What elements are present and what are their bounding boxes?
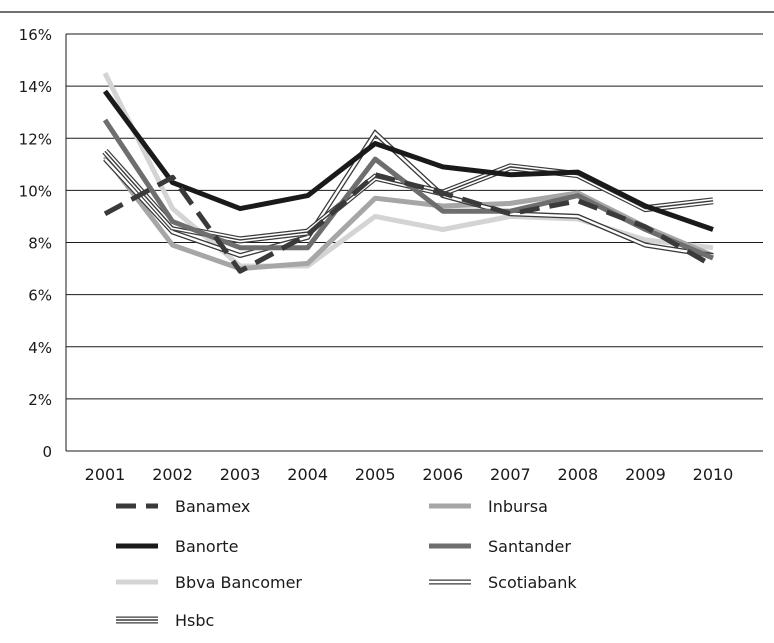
series-banorte-point-2004 bbox=[306, 194, 308, 196]
series-hsbc-point-2010 bbox=[712, 200, 714, 202]
series-banamex-point-2008 bbox=[577, 200, 579, 202]
series-scotiabank-point-2008 bbox=[577, 215, 579, 217]
y-tick-label: 12% bbox=[19, 130, 52, 148]
series-banamex-point-2009 bbox=[644, 226, 646, 228]
series-hsbc-point-2002 bbox=[171, 226, 173, 228]
series-scotiabank-line bbox=[103, 129, 714, 259]
series-banamex-point-2002 bbox=[171, 176, 173, 178]
series-banorte-point-2007 bbox=[509, 174, 511, 176]
series-banamex-point-2001 bbox=[104, 213, 106, 215]
series-layer bbox=[102, 71, 715, 274]
x-tick-label: 2008 bbox=[558, 465, 599, 484]
legend-item-scotiabank: Scotiabank bbox=[429, 573, 577, 592]
series-banamex-point-2006 bbox=[442, 192, 444, 194]
series-scotiabank-point-2004 bbox=[306, 236, 308, 238]
legend-item-banorte-label: Banorte bbox=[175, 537, 238, 556]
x-tick-label: 2001 bbox=[85, 465, 126, 484]
series-santander-point-2008 bbox=[577, 194, 579, 196]
y-tick-label: 14% bbox=[19, 78, 52, 96]
series-banamex-point-2004 bbox=[306, 233, 308, 235]
series-bbva-bancomer-point-2001 bbox=[104, 72, 106, 74]
y-tick-label: 4% bbox=[28, 339, 52, 357]
series-banorte-point-2005 bbox=[374, 142, 376, 144]
series-banamex-point-2005 bbox=[374, 174, 376, 176]
x-tick-label: 2009 bbox=[625, 465, 666, 484]
series-banamex-line-stroke bbox=[103, 172, 715, 274]
y-tick-label: 16% bbox=[19, 26, 52, 44]
legend-item-banorte: Banorte bbox=[116, 537, 238, 556]
series-banamex-point-2010 bbox=[712, 265, 714, 267]
series-banorte-point-2001 bbox=[104, 90, 106, 92]
x-tick-label: 2002 bbox=[152, 465, 193, 484]
series-banorte-point-2006 bbox=[442, 166, 444, 168]
x-tick-label: 2007 bbox=[490, 465, 531, 484]
series-bbva-bancomer-point-2010 bbox=[712, 247, 714, 249]
y-tick-label: 0 bbox=[42, 443, 52, 461]
legend-item-inbursa-label: Inbursa bbox=[488, 497, 548, 516]
legend-item-banamex: Banamex bbox=[116, 497, 250, 516]
series-bbva-bancomer-point-2005 bbox=[374, 215, 376, 217]
x-tick-label: 2006 bbox=[422, 465, 463, 484]
series-bbva-bancomer-point-2009 bbox=[644, 239, 646, 241]
series-inbursa-point-2002 bbox=[171, 244, 173, 246]
legend-item-banamex-label: Banamex bbox=[175, 497, 250, 516]
series-banamex-point-2007 bbox=[509, 213, 511, 215]
legend-item-inbursa: Inbursa bbox=[429, 497, 548, 516]
series-santander-point-2003 bbox=[239, 247, 241, 249]
series-scotiabank-point-2002 bbox=[171, 231, 173, 233]
axis-layer: 0 2% 4% 6% 8% 10% 12% 14% 16% 2001 2002 2003 2004 200… bbox=[19, 26, 734, 484]
series-banorte-line-stroke bbox=[102, 89, 714, 232]
series-bbva-bancomer-point-2006 bbox=[442, 228, 444, 230]
series-banorte-point-2002 bbox=[171, 181, 173, 183]
series-inbursa-point-2004 bbox=[306, 262, 308, 264]
series-inbursa-point-2007 bbox=[509, 202, 511, 204]
series-scotiabank-line-inner bbox=[104, 131, 714, 257]
series-santander-point-2005 bbox=[374, 158, 376, 160]
legend-item-scotiabank-label: Scotiabank bbox=[488, 573, 577, 592]
series-hsbc-point-2003 bbox=[239, 239, 241, 241]
series-banorte-point-2009 bbox=[644, 205, 646, 207]
series-santander-point-2004 bbox=[306, 247, 308, 249]
series-hsbc-point-2007 bbox=[509, 166, 511, 168]
legend-item-santander: Santander bbox=[429, 537, 571, 556]
legend-item-hsbc-label: Hsbc bbox=[175, 611, 214, 630]
series-hsbc-point-2001 bbox=[104, 150, 106, 152]
series-banorte-point-2003 bbox=[239, 207, 241, 209]
series-inbursa-point-2006 bbox=[442, 205, 444, 207]
series-inbursa-point-2005 bbox=[374, 197, 376, 199]
series-inbursa-line-stroke bbox=[103, 154, 714, 272]
series-banorte-point-2008 bbox=[577, 171, 579, 173]
series-santander-point-2006 bbox=[442, 210, 444, 212]
y-tick-label: 6% bbox=[28, 287, 52, 305]
legend-item-santander-label: Santander bbox=[488, 537, 571, 556]
y-tick-label: 8% bbox=[28, 235, 52, 253]
series-bbva-bancomer-point-2002 bbox=[171, 207, 173, 209]
series-scotiabank-point-2005 bbox=[374, 132, 376, 134]
legend-item-hsbc: Hsbc bbox=[116, 611, 214, 630]
legend-item-bbva-bancomer-label: Bbva Bancomer bbox=[175, 573, 302, 592]
y-tick-label: 2% bbox=[28, 391, 52, 409]
x-tick-label: 2010 bbox=[693, 465, 734, 484]
series-santander-point-2001 bbox=[104, 119, 106, 121]
x-tick-label: 2005 bbox=[355, 465, 396, 484]
x-tick-label: 2003 bbox=[220, 465, 261, 484]
series-santander-point-2010 bbox=[712, 257, 714, 259]
series-scotiabank-point-2001 bbox=[104, 158, 106, 160]
y-tick-label: 10% bbox=[19, 182, 52, 200]
x-tick-label: 2004 bbox=[287, 465, 328, 484]
series-santander-point-2002 bbox=[171, 220, 173, 222]
series-banorte-line bbox=[102, 89, 714, 232]
series-scotiabank-point-2003 bbox=[239, 254, 241, 256]
series-scotiabank-point-2009 bbox=[644, 244, 646, 246]
series-inbursa-line bbox=[103, 154, 714, 272]
series-banorte-point-2010 bbox=[712, 228, 714, 230]
legend-item-bbva-bancomer: Bbva Bancomer bbox=[116, 573, 302, 592]
legend-layer: Banamex Inbursa Banorte Santander Bbva Banco… bbox=[116, 497, 577, 630]
series-banamex-line bbox=[103, 172, 715, 274]
series-banamex-point-2003 bbox=[239, 270, 241, 272]
